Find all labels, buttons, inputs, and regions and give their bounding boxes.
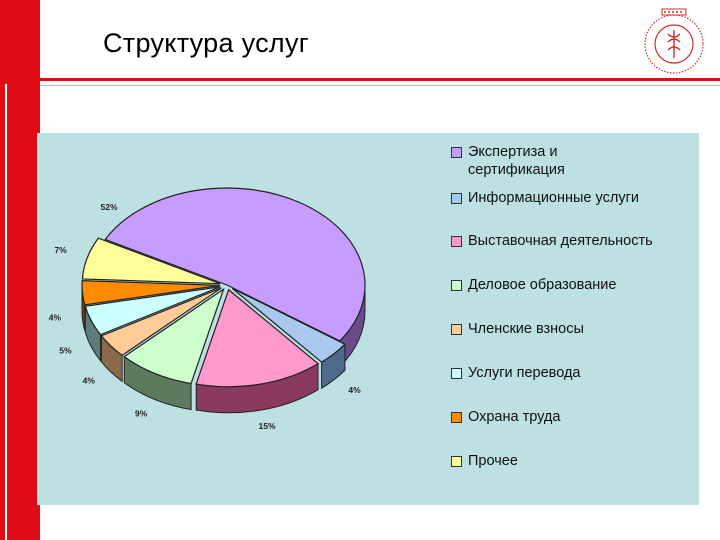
legend-label-line: Членские взносы: [468, 321, 584, 337]
left-accent-bar: [0, 0, 40, 540]
legend-item: Членские взносы: [451, 320, 711, 338]
pie-slice: [81, 237, 221, 285]
legend-label-line: Выставочная деятельность: [468, 233, 653, 249]
legend-label: Экспертиза и сертификация: [468, 143, 565, 179]
legend-label-line: Услуги перевода: [468, 365, 581, 381]
legend-item: Экспертиза и сертификация: [451, 143, 711, 179]
pie-percent-label: 52%: [100, 202, 117, 212]
pie-percent-label: 4%: [348, 385, 361, 395]
legend-label-line: Экспертиза и: [468, 144, 558, 160]
legend-label: Членские взносы: [468, 320, 584, 338]
title-rule-red: [40, 78, 720, 81]
legend-label-line: Охрана труда: [468, 409, 561, 425]
left-accent-stripe: [5, 84, 7, 540]
legend-label-line: Прочее: [468, 453, 518, 469]
legend-label: Информационные услуги: [468, 189, 639, 207]
legend-swatch: [451, 368, 462, 379]
legend-label: Услуги перевода: [468, 364, 580, 382]
pie-percent-label: 5%: [59, 346, 72, 356]
pie-slice: [84, 286, 221, 336]
pie-slice: [231, 287, 346, 363]
pie-slice: [123, 287, 225, 385]
legend-item: Охрана труда: [451, 408, 711, 426]
legend-item: Прочее: [451, 452, 711, 470]
legend-item: Деловое образование: [451, 276, 711, 294]
legend-swatch: [451, 236, 462, 247]
pie-percent-label: 7%: [54, 245, 67, 255]
pie-percent-label: 15%: [258, 421, 275, 431]
legend-item: Выставочная деятельность: [451, 232, 711, 250]
legend-swatch: [451, 456, 462, 467]
legend-swatch: [451, 147, 462, 158]
legend-swatch: [451, 193, 462, 204]
pie-percent-label: 4%: [49, 312, 62, 322]
legend-swatch: [451, 412, 462, 423]
legend-label: Деловое образование: [468, 276, 616, 294]
pie-slice: [100, 287, 222, 357]
legend-label: Охрана труда: [468, 408, 560, 426]
legend-item: Информационные услуги: [451, 189, 711, 207]
legend-label-line: сертификация: [468, 162, 565, 178]
pie-percent-label: 9%: [135, 408, 148, 418]
title-rule-gray: [40, 85, 720, 86]
pie-slice: [81, 280, 221, 306]
legend-swatch: [451, 324, 462, 335]
chamber-logo: [644, 8, 704, 74]
legend-label: Прочее: [468, 452, 518, 470]
legend-label-line: Деловое образование: [468, 277, 617, 293]
pie-slice: [195, 288, 320, 388]
legend-swatch: [451, 280, 462, 291]
legend-item: Услуги перевода: [451, 364, 711, 382]
slide-title: Структура услуг: [103, 28, 309, 58]
pie-slice: [104, 187, 366, 342]
legend-label-line: Информационные услуги: [468, 190, 639, 206]
legend-label: Выставочная деятельность: [468, 232, 653, 250]
pie-percent-label: 4%: [83, 376, 96, 386]
